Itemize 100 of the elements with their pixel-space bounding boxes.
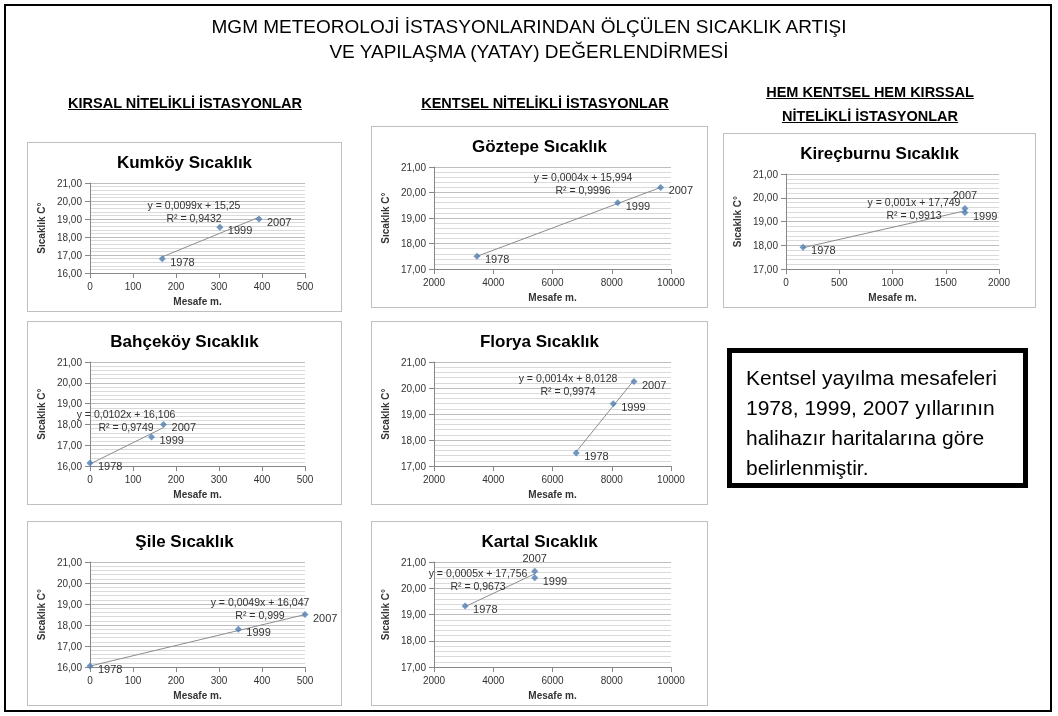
y-axis-title: Sıcaklık C° <box>35 388 47 440</box>
annotation: 1978 <box>170 255 195 268</box>
annotation: 1999 <box>159 433 184 446</box>
chart-title: Kartal Sıcaklık <box>481 532 599 551</box>
annotation: R² = 0,999 <box>235 609 285 621</box>
y-tick-label: 18,00 <box>400 238 427 250</box>
x-tick-label: 8000 <box>600 674 624 686</box>
chart-title: Şile Sıcaklık <box>135 532 235 551</box>
point <box>657 183 665 191</box>
y-tick-label: 18,00 <box>400 635 427 647</box>
annotation: y = 0,0049x + 16,047 <box>210 596 310 608</box>
y-tick-label: 21,00 <box>752 168 779 180</box>
y-tick-label: 17,00 <box>400 661 427 673</box>
text: Kentsel yayılma mesafeleri 1978, 1999, 2007 yıllarının halihazır haritalarına göre belirlenmiştir. <box>746 365 998 481</box>
x-axis-title: Mesafe m. <box>173 295 222 307</box>
y-tick-label: 17,00 <box>752 263 779 275</box>
x-tick-label: 300 <box>210 280 228 292</box>
y-tick-label: 20,00 <box>56 577 83 589</box>
x-tick-label: 200 <box>167 473 185 485</box>
x-tick-label: 300 <box>210 473 228 485</box>
y-tick-label: 20,00 <box>752 192 779 204</box>
x-tick-label: 0 <box>87 674 94 686</box>
point <box>234 625 242 633</box>
annotation: 1999 <box>621 400 646 413</box>
point <box>473 252 481 260</box>
y-tick-label: 19,00 <box>56 213 83 225</box>
annotation: 1978 <box>811 244 836 257</box>
annotation: 1999 <box>972 209 998 222</box>
point <box>255 215 263 223</box>
chart-title: Kireçburnu Sıcaklık <box>800 144 960 163</box>
annotation: 2007 <box>522 551 547 564</box>
x-tick-label: 2000 <box>422 276 446 288</box>
point <box>630 378 638 386</box>
point <box>160 420 168 428</box>
y-tick-label: 17,00 <box>56 439 83 451</box>
y-tick-label: 18,00 <box>400 434 427 446</box>
chart-title: Göztepe Sıcaklık <box>471 137 608 156</box>
x-tick-label: 1500 <box>934 276 958 288</box>
x-tick-label: 8000 <box>600 473 624 485</box>
annotation: 2007 <box>313 611 338 624</box>
annotation: y = 0,0005x + 17,756 <box>428 567 528 579</box>
y-tick-label: 18,00 <box>752 239 779 251</box>
x-tick-label: 10000 <box>657 674 686 686</box>
text: KENTSEL NİTELİKLİ İSTASYONLAR <box>420 94 670 113</box>
x-tick-label: 100 <box>124 280 142 292</box>
annotation: 1978 <box>484 253 510 266</box>
text: HEM KENTSEL HEM KIRSSAL NİTELİKLİ İSTASYONLAR <box>765 83 975 126</box>
point <box>572 449 580 457</box>
y-tick-label: 18,00 <box>56 619 83 631</box>
y-tick-label: 21,00 <box>400 356 427 368</box>
y-tick-label: 19,00 <box>400 609 427 621</box>
text: MGM METEOROLOJİ İSTASYONLARINDAN ÖLÇÜLEN SICAKLIK ARTIŞI VE YAPILAŞMA (YATAY) DEĞERLENDİRMESİ <box>210 15 848 64</box>
x-tick-label: 2000 <box>422 674 446 686</box>
y-tick-label: 16,00 <box>56 661 83 673</box>
y-axis-title: Sıcaklık C° <box>35 202 47 254</box>
x-tick-label: 0 <box>87 280 94 292</box>
annotation: R² = 0,9996 <box>555 184 611 196</box>
x-tick-label: 8000 <box>600 276 624 288</box>
y-tick-label: 17,00 <box>56 640 83 652</box>
y-tick-label: 17,00 <box>400 263 427 275</box>
y-tick-label: 21,00 <box>56 356 83 368</box>
annotation: y = 0,0099x + 15,25 <box>147 199 241 211</box>
x-tick-label: 500 <box>296 674 314 686</box>
y-tick-label: 18,00 <box>56 231 83 243</box>
x-tick-label: 400 <box>253 280 271 292</box>
y-tick-label: 21,00 <box>400 161 427 173</box>
point <box>147 433 155 441</box>
y-tick-label: 17,00 <box>400 460 427 472</box>
y-tick-label: 19,00 <box>752 216 779 228</box>
point <box>158 255 166 263</box>
y-tick-label: 21,00 <box>56 177 83 189</box>
y-axis-title: Sıcaklık C° <box>35 588 47 641</box>
x-tick-label: 100 <box>124 473 142 485</box>
x-tick-label: 300 <box>210 674 228 686</box>
point <box>961 204 969 212</box>
annotation: R² = 0,9673 <box>450 580 506 592</box>
x-axis-title: Mesafe m. <box>528 488 577 500</box>
y-tick-label: 20,00 <box>400 187 427 199</box>
annotation: R² = 0,9913 <box>886 209 942 221</box>
x-tick-label: 0 <box>783 276 790 288</box>
y-tick-label: 19,00 <box>56 598 83 610</box>
x-axis-title: Mesafe m. <box>173 488 222 500</box>
x-tick-label: 500 <box>830 276 849 288</box>
x-tick-label: 200 <box>167 280 185 292</box>
x-tick-label: 6000 <box>541 674 565 686</box>
x-tick-label: 500 <box>296 473 314 485</box>
x-axis-title: Mesafe m. <box>173 689 222 701</box>
x-tick-label: 0 <box>87 473 94 485</box>
point <box>614 199 622 207</box>
y-tick-label: 16,00 <box>56 267 83 279</box>
x-tick-label: 100 <box>124 674 142 686</box>
y-tick-label: 19,00 <box>400 408 427 420</box>
x-tick-label: 2000 <box>987 276 1011 288</box>
annotation: y = 0,0014x + 8,0128 <box>518 372 618 384</box>
annotation: 2007 <box>668 184 694 197</box>
annotation: y = 0,0004x + 15,994 <box>533 171 633 183</box>
x-tick-label: 500 <box>296 280 314 292</box>
y-axis-title: Sıcaklık C° <box>731 195 743 248</box>
annotation: 2007 <box>171 421 197 434</box>
annotation: 1999 <box>246 626 271 639</box>
